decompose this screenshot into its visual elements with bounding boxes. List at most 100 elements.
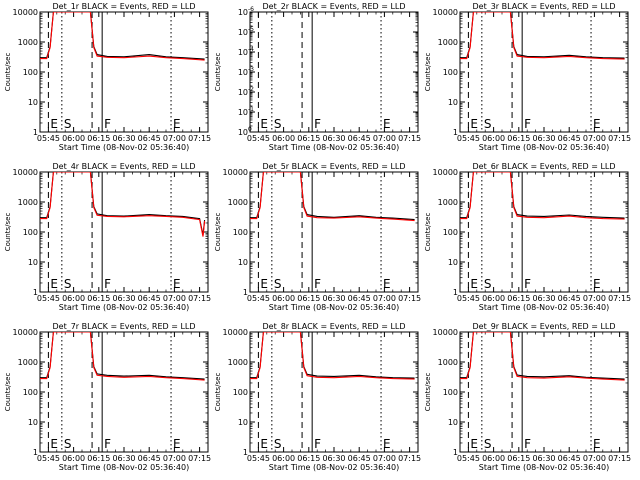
y-tick-label: 10 (238, 88, 248, 97)
y-tick-label: 10 (238, 418, 248, 427)
x-tick-label: 05:45 (457, 134, 480, 143)
event-marker-label: F (314, 277, 321, 291)
x-tick-label: 07:00 (373, 454, 396, 463)
y-tick-label: 10 (238, 68, 248, 77)
y-tick-label: 1 (33, 448, 38, 457)
event-marker-label: E (260, 437, 268, 451)
x-tick-label: 06:30 (532, 134, 555, 143)
y-tick-label: 1000 (18, 38, 38, 47)
event-marker-label: S (274, 277, 282, 291)
y-tick-label: 10000 (13, 8, 38, 17)
event-marker-label: E (50, 117, 58, 131)
x-tick-label: 07:00 (163, 294, 186, 303)
event-marker-label: S (274, 117, 282, 131)
y-axis-label: Counts/sec (4, 213, 12, 252)
panel-title: Det_5r BLACK = Events, RED = LLD (262, 162, 405, 171)
x-tick-label: 06:45 (348, 134, 371, 143)
event-marker-label: E (50, 277, 58, 291)
x-tick-label: 06:15 (507, 294, 530, 303)
y-tick-label: 1 (453, 128, 458, 137)
x-tick-label: 07:15 (188, 134, 211, 143)
y-tick-label: 10000 (13, 168, 38, 177)
event-marker-label: E (50, 437, 58, 451)
x-tick-label: 06:30 (532, 294, 555, 303)
y-axis-label: Counts/sec (424, 373, 432, 412)
y-tick-label: 10000 (223, 328, 248, 337)
x-tick-label: 07:15 (608, 294, 631, 303)
x-tick-label: 07:00 (163, 454, 186, 463)
x-tick-label: 07:15 (608, 454, 631, 463)
event-marker-label: E (470, 117, 478, 131)
x-tick-label: 06:15 (297, 134, 320, 143)
y-tick-label: 1 (33, 288, 38, 297)
detector-panel: Det_8r BLACK = Events, RED = LLD 1 10 100 10… (214, 322, 421, 472)
event-marker-label: F (104, 117, 111, 131)
y-tick-label: 10 (448, 98, 458, 107)
event-marker-label: S (484, 437, 492, 451)
event-marker-label: F (104, 437, 111, 451)
y-tick-label: 10 (28, 258, 38, 267)
x-tick-label: 07:00 (583, 134, 606, 143)
y-tick-exponent: -5 (248, 26, 254, 33)
x-tick-label: 07:15 (398, 134, 421, 143)
y-tick-label: 1 (453, 448, 458, 457)
detector-panel: Det_3r BLACK = Events, RED = LLD 1 10 100 10… (424, 2, 631, 152)
event-marker-label: E (383, 117, 391, 131)
y-tick-label: 100 (443, 68, 458, 77)
y-tick-label: 10000 (433, 8, 458, 17)
x-tick-label: 05:45 (37, 454, 60, 463)
series-line-lld (460, 12, 625, 60)
y-tick-label: 10 (238, 128, 248, 137)
x-tick-label: 06:45 (558, 454, 581, 463)
y-tick-exponent: -3 (248, 66, 254, 73)
y-tick-label: 10000 (223, 168, 248, 177)
detector-panel: Det_6r BLACK = Events, RED = LLD 1 10 100 10… (424, 162, 631, 312)
event-marker-label: E (470, 277, 478, 291)
x-tick-label: 07:15 (608, 134, 631, 143)
x-tick-label: 06:00 (482, 454, 505, 463)
x-tick-label: 06:15 (87, 454, 110, 463)
x-tick-label: 06:30 (322, 134, 345, 143)
event-marker-label: F (524, 437, 531, 451)
panel-title: Det_2r BLACK = Events, RED = LLD (262, 2, 405, 11)
panel-title: Det_7r BLACK = Events, RED = LLD (52, 322, 195, 331)
x-axis-label: Start Time (08-Nov-02 05:36:40) (59, 303, 189, 312)
y-axis-label: Counts/sec (4, 373, 12, 412)
x-tick-label: 06:00 (482, 134, 505, 143)
x-axis-label: Start Time (08-Nov-02 05:36:40) (59, 143, 189, 152)
detector-panel: Det_1r BLACK = Events, RED = LLD 1 10 100 10… (4, 2, 211, 152)
y-tick-exponent: -1 (248, 106, 254, 113)
series-line-lld (40, 12, 205, 61)
y-tick-label: 10 (238, 48, 248, 57)
y-tick-exponent: -4 (248, 46, 254, 53)
x-tick-label: 06:30 (322, 454, 345, 463)
detector-panel: Det_7r BLACK = Events, RED = LLD 1 10 100 10… (4, 322, 211, 472)
x-tick-label: 05:45 (457, 294, 480, 303)
detector-panel: Det_4r BLACK = Events, RED = LLD 1 10 100 10… (4, 162, 211, 312)
x-tick-label: 06:45 (558, 134, 581, 143)
x-tick-label: 06:45 (348, 454, 371, 463)
x-tick-label: 07:15 (398, 454, 421, 463)
event-marker-label: E (173, 277, 181, 291)
x-tick-label: 05:45 (457, 454, 480, 463)
x-tick-label: 06:45 (348, 294, 371, 303)
y-tick-exponent: -2 (248, 86, 254, 93)
x-tick-label: 07:15 (188, 454, 211, 463)
x-tick-label: 06:15 (297, 294, 320, 303)
series-line-lld (250, 172, 415, 222)
event-marker-label: F (314, 117, 321, 131)
y-tick-label: 100 (233, 228, 248, 237)
detector-panel: Det_2r BLACK = Events, RED = LLD10010-11… (214, 2, 421, 152)
x-tick-label: 07:15 (188, 294, 211, 303)
x-axis-label: Start Time (08-Nov-02 05:36:40) (59, 463, 189, 472)
y-tick-label: 1 (33, 128, 38, 137)
event-marker-label: E (260, 277, 268, 291)
x-tick-label: 05:45 (247, 454, 270, 463)
event-marker-label: E (593, 117, 601, 131)
y-tick-exponent: -6 (248, 6, 254, 13)
x-tick-label: 05:45 (37, 294, 60, 303)
panel-title: Det_3r BLACK = Events, RED = LLD (472, 2, 615, 11)
y-tick-label: 10 (448, 418, 458, 427)
panel-title: Det_6r BLACK = Events, RED = LLD (472, 162, 615, 171)
y-tick-label: 100 (23, 68, 38, 77)
